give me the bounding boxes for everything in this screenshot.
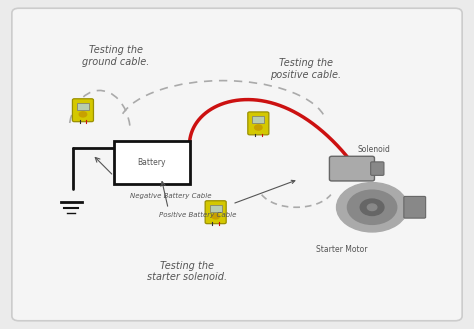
FancyBboxPatch shape — [248, 112, 269, 135]
Circle shape — [367, 204, 377, 211]
FancyBboxPatch shape — [77, 103, 89, 110]
Circle shape — [212, 214, 219, 219]
FancyBboxPatch shape — [205, 201, 226, 224]
Circle shape — [79, 112, 87, 117]
Text: Testing the
positive cable.: Testing the positive cable. — [270, 58, 341, 80]
FancyBboxPatch shape — [210, 205, 222, 212]
Text: Negative Battery Cable: Negative Battery Cable — [130, 192, 212, 199]
FancyBboxPatch shape — [329, 156, 374, 181]
FancyBboxPatch shape — [73, 99, 93, 122]
FancyBboxPatch shape — [404, 196, 426, 218]
Text: Solenoid: Solenoid — [358, 145, 391, 154]
Circle shape — [360, 199, 384, 215]
Circle shape — [337, 183, 408, 232]
FancyBboxPatch shape — [114, 141, 190, 184]
Text: Battery: Battery — [137, 158, 166, 167]
Text: Starter Motor: Starter Motor — [316, 245, 367, 254]
Circle shape — [347, 190, 397, 224]
FancyBboxPatch shape — [371, 162, 384, 175]
Text: Positive Battery Cable: Positive Battery Cable — [159, 212, 236, 218]
FancyBboxPatch shape — [252, 116, 264, 123]
Circle shape — [255, 125, 262, 130]
Text: Testing the
ground cable.: Testing the ground cable. — [82, 45, 150, 67]
FancyBboxPatch shape — [12, 8, 462, 321]
Text: Testing the
starter solenoid.: Testing the starter solenoid. — [147, 261, 228, 282]
